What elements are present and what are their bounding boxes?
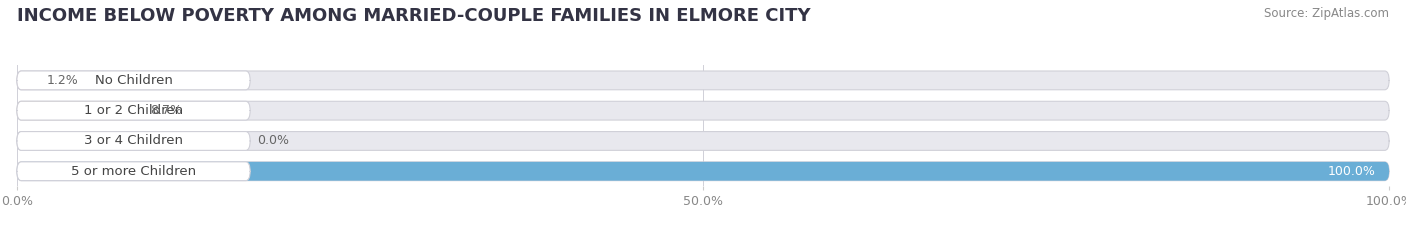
Text: 1 or 2 Children: 1 or 2 Children [84, 104, 183, 117]
FancyBboxPatch shape [17, 132, 250, 150]
FancyBboxPatch shape [17, 162, 1389, 181]
Text: Source: ZipAtlas.com: Source: ZipAtlas.com [1264, 7, 1389, 20]
FancyBboxPatch shape [17, 101, 136, 120]
Text: No Children: No Children [94, 74, 173, 87]
FancyBboxPatch shape [17, 101, 1389, 120]
Text: 5 or more Children: 5 or more Children [70, 165, 195, 178]
FancyBboxPatch shape [17, 71, 250, 90]
Text: 0.0%: 0.0% [257, 134, 290, 147]
FancyBboxPatch shape [17, 71, 1389, 90]
Text: 8.7%: 8.7% [150, 104, 181, 117]
Text: 3 or 4 Children: 3 or 4 Children [84, 134, 183, 147]
FancyBboxPatch shape [17, 132, 1389, 150]
Text: 100.0%: 100.0% [1327, 165, 1375, 178]
FancyBboxPatch shape [17, 162, 1389, 181]
FancyBboxPatch shape [17, 101, 250, 120]
Text: INCOME BELOW POVERTY AMONG MARRIED-COUPLE FAMILIES IN ELMORE CITY: INCOME BELOW POVERTY AMONG MARRIED-COUPL… [17, 7, 810, 25]
FancyBboxPatch shape [17, 71, 34, 90]
FancyBboxPatch shape [17, 162, 250, 181]
Text: 1.2%: 1.2% [46, 74, 79, 87]
